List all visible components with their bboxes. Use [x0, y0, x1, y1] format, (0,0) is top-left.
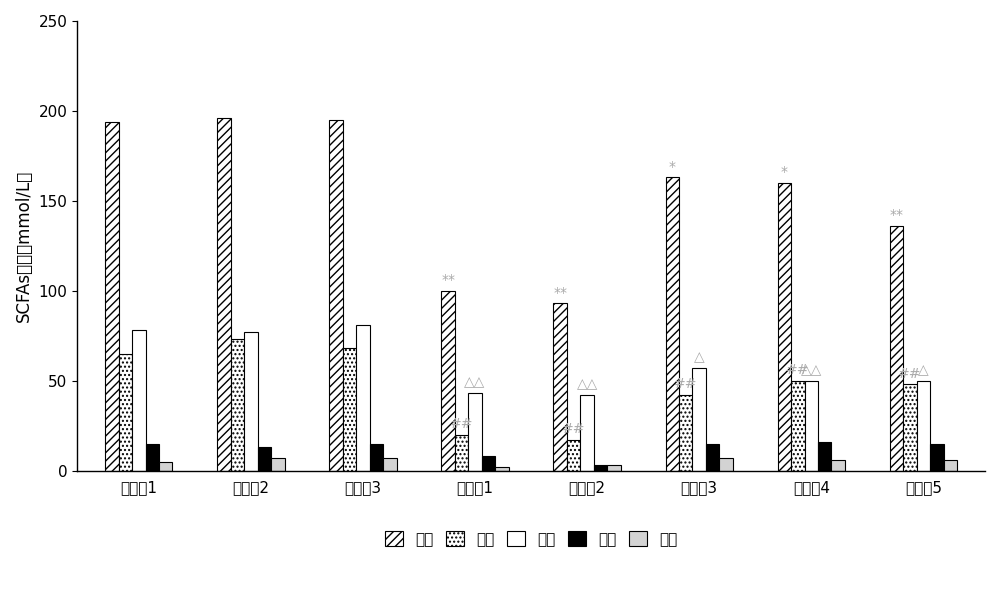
Text: ##: ##: [786, 363, 810, 377]
Bar: [258, 447, 271, 471]
Bar: [917, 381, 930, 471]
Bar: [356, 325, 370, 471]
Bar: [791, 381, 805, 471]
Y-axis label: SCFAs含量（mmol/L）: SCFAs含量（mmol/L）: [15, 170, 33, 322]
Bar: [244, 332, 258, 471]
Bar: [903, 384, 917, 471]
Bar: [329, 120, 343, 471]
Bar: [890, 226, 903, 471]
Text: △△: △△: [801, 363, 822, 377]
Text: *: *: [669, 160, 676, 174]
Text: ##: ##: [562, 423, 585, 437]
Bar: [383, 458, 397, 471]
Text: △△: △△: [464, 376, 486, 390]
Bar: [105, 122, 119, 471]
Bar: [944, 460, 957, 471]
Bar: [119, 354, 132, 471]
Bar: [553, 303, 567, 471]
Bar: [567, 440, 580, 471]
Bar: [818, 442, 831, 471]
Bar: [831, 460, 845, 471]
Text: △△: △△: [576, 378, 598, 392]
Text: ##: ##: [674, 378, 697, 392]
Bar: [805, 381, 818, 471]
Bar: [271, 458, 285, 471]
Bar: [482, 456, 495, 471]
Text: △: △: [694, 350, 705, 364]
Bar: [231, 339, 244, 471]
Bar: [132, 330, 146, 471]
Text: **: **: [441, 273, 455, 287]
Legend: 乙酸, 丙酸, 丁酸, 戊酸, 己酸: 乙酸, 丙酸, 丁酸, 戊酸, 己酸: [379, 525, 684, 553]
Bar: [719, 458, 733, 471]
Bar: [692, 368, 706, 471]
Bar: [607, 465, 621, 471]
Bar: [495, 467, 509, 471]
Bar: [580, 395, 594, 471]
Bar: [159, 461, 172, 471]
Bar: [441, 291, 455, 471]
Bar: [455, 435, 468, 471]
Text: ##: ##: [898, 367, 922, 381]
Bar: [666, 178, 679, 471]
Bar: [930, 444, 944, 471]
Text: ##: ##: [450, 417, 473, 431]
Text: **: **: [889, 209, 903, 223]
Text: **: **: [553, 286, 567, 300]
Bar: [679, 395, 692, 471]
Bar: [146, 444, 159, 471]
Text: △: △: [918, 363, 929, 377]
Bar: [217, 118, 231, 471]
Bar: [468, 393, 482, 471]
Bar: [343, 348, 356, 471]
Bar: [778, 183, 791, 471]
Bar: [370, 444, 383, 471]
Text: *: *: [781, 165, 788, 179]
Bar: [594, 465, 607, 471]
Bar: [706, 444, 719, 471]
